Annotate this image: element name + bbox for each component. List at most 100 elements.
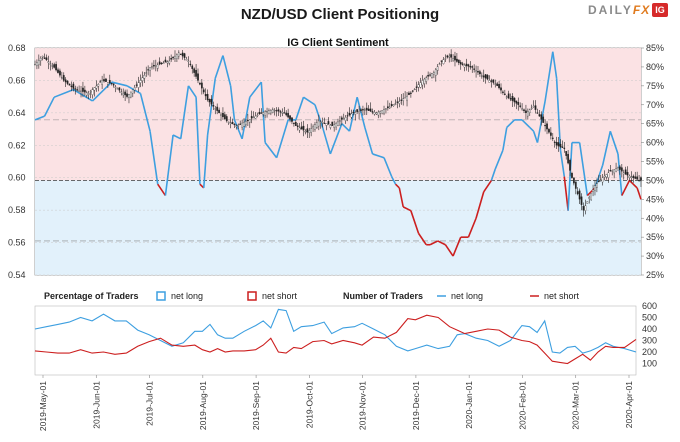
candle-body (68, 83, 71, 86)
candle-body (183, 53, 186, 58)
candle-body (461, 63, 464, 65)
candle-body (440, 60, 443, 62)
candle-body (502, 91, 504, 93)
candle-body (256, 114, 259, 116)
candle-body (613, 169, 616, 174)
sentiment-segment (483, 179, 493, 193)
candle-body (442, 59, 445, 64)
candle-body (611, 170, 614, 172)
candle-body (296, 125, 299, 128)
legend-percentage-label: Percentage of Traders (44, 291, 139, 301)
candle-body (427, 74, 429, 77)
candle-body (229, 122, 232, 124)
candle-body (191, 65, 194, 69)
candle-body (459, 62, 462, 65)
candle-body (640, 177, 642, 182)
right-tick-label: 80% (646, 62, 664, 72)
candle-body (588, 197, 591, 199)
candle-body (70, 85, 73, 88)
candle-body (480, 75, 483, 77)
candle-body (444, 58, 447, 60)
candle-body (268, 110, 270, 115)
candle-body (264, 111, 266, 116)
candle-body (323, 122, 326, 124)
candle-body (162, 62, 165, 64)
candle-body (133, 87, 136, 91)
candle-body (486, 75, 489, 80)
candle-body (528, 109, 531, 114)
candle-body (222, 113, 224, 118)
candle-body (381, 110, 383, 114)
candle-body (64, 79, 67, 83)
candle-body (490, 80, 493, 82)
sentiment-segment (195, 97, 201, 185)
sentiment-segment (609, 130, 619, 155)
candle-body (398, 101, 401, 104)
candle-body (400, 99, 403, 101)
candle-body (542, 116, 545, 123)
candle-body (636, 176, 639, 180)
x-tick-label: 2019-Aug-01 (198, 381, 208, 430)
candle-body (527, 111, 529, 117)
candle-body (233, 123, 236, 126)
candle-body (634, 176, 637, 179)
candle-body (224, 114, 226, 120)
chart-title: NZD/USD Client Positioning (240, 6, 440, 23)
legend-count-long-label: net long (451, 291, 483, 301)
candle-body (195, 69, 197, 77)
candle-body (450, 54, 452, 58)
candle-body (367, 108, 370, 111)
candle-body (626, 172, 629, 176)
candle-body (95, 85, 98, 89)
sentiment-segment (149, 131, 159, 185)
candle-body (325, 123, 328, 126)
candle-body (141, 77, 144, 81)
candle-body (521, 108, 523, 110)
candle-body (151, 66, 153, 68)
candle-body (477, 71, 479, 73)
sentiment-segment (222, 55, 232, 87)
candle-body (475, 70, 477, 72)
candle-body (80, 90, 82, 92)
right-tick-label: 60% (646, 138, 664, 148)
sentiment-segment (559, 150, 566, 177)
sentiment-segment (53, 88, 74, 98)
sentiment-segment (249, 81, 262, 98)
sentiment-segment (563, 176, 569, 211)
candle-body (431, 73, 433, 78)
candle-body (469, 66, 472, 68)
sentiment-segment (636, 187, 642, 200)
candle-body (538, 114, 541, 117)
candle-body (147, 69, 149, 71)
candle-body (87, 93, 90, 95)
candle-body (214, 108, 217, 110)
candle-body (339, 120, 341, 122)
candle-body (408, 92, 410, 95)
candle-body (310, 128, 313, 133)
sentiment-segment (172, 134, 182, 140)
candle-body (187, 60, 190, 62)
sentiment-segment (303, 96, 316, 106)
candle-body (239, 123, 242, 125)
candle-body (551, 137, 554, 139)
candle-body (362, 109, 364, 111)
candle-body (607, 172, 610, 178)
candle-body (199, 82, 201, 85)
candle-body (220, 114, 222, 116)
candle-body (62, 75, 65, 81)
candle-body (225, 116, 228, 122)
left-tick-label: 0.58 (8, 205, 26, 215)
candle-body (482, 75, 485, 78)
candle-body (594, 185, 596, 191)
left-tick-label: 0.56 (8, 238, 26, 248)
candle-body (158, 61, 161, 65)
sentiment-segment (179, 85, 190, 139)
candle-body (350, 113, 353, 118)
candle-body (433, 72, 435, 75)
candle-body (388, 106, 391, 109)
candle-body (101, 80, 103, 85)
candle-body (448, 55, 451, 58)
candle-body (337, 121, 339, 127)
candle-body (555, 142, 558, 146)
